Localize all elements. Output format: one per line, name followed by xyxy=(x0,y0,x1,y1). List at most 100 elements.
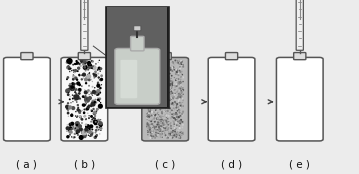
Point xyxy=(150,68,155,71)
Point xyxy=(161,72,167,75)
Point xyxy=(83,123,89,126)
Point xyxy=(146,113,151,115)
Point xyxy=(167,133,173,136)
Point xyxy=(162,123,168,126)
Point xyxy=(173,89,179,92)
Point xyxy=(145,131,151,134)
Point xyxy=(153,99,159,102)
Point xyxy=(155,104,160,107)
Point xyxy=(161,129,167,132)
Point xyxy=(163,86,169,89)
Point xyxy=(169,101,174,104)
Point xyxy=(177,136,182,139)
Point xyxy=(160,86,166,89)
Point xyxy=(162,132,168,135)
FancyBboxPatch shape xyxy=(142,57,188,141)
Point xyxy=(161,80,167,82)
Point xyxy=(170,136,176,139)
Point xyxy=(151,135,157,138)
Point xyxy=(74,101,80,103)
Point xyxy=(87,78,93,81)
Point xyxy=(158,128,164,131)
Point xyxy=(175,121,181,124)
Point xyxy=(172,68,177,71)
Point xyxy=(145,122,150,125)
Point xyxy=(155,95,160,98)
Point xyxy=(145,112,150,114)
Point xyxy=(166,69,172,72)
Point xyxy=(172,64,177,67)
Point xyxy=(93,62,99,65)
FancyBboxPatch shape xyxy=(294,53,306,60)
Point xyxy=(70,69,76,72)
Point xyxy=(180,134,185,137)
Point xyxy=(174,129,180,131)
Point xyxy=(154,117,160,120)
Point xyxy=(180,104,185,107)
Point xyxy=(180,123,186,126)
Point xyxy=(95,119,101,122)
Point xyxy=(148,60,154,62)
Point xyxy=(151,89,157,92)
Point xyxy=(175,120,181,123)
Point xyxy=(148,60,154,63)
Point xyxy=(150,124,156,126)
Point xyxy=(157,80,163,83)
Point xyxy=(74,131,80,134)
Point xyxy=(145,66,151,69)
Point xyxy=(180,133,186,135)
Point xyxy=(168,125,174,127)
Point xyxy=(79,59,85,62)
Point xyxy=(146,114,152,117)
Point xyxy=(172,113,178,116)
Point xyxy=(161,94,167,97)
Point xyxy=(154,60,159,63)
Point xyxy=(87,71,92,74)
Point xyxy=(169,109,175,112)
Point xyxy=(177,124,182,126)
Point xyxy=(150,70,156,73)
Point xyxy=(169,64,175,67)
Point xyxy=(149,76,154,78)
Point xyxy=(148,72,154,74)
Point xyxy=(157,84,163,86)
Point xyxy=(95,81,101,84)
Point xyxy=(157,76,163,79)
Point xyxy=(75,70,81,73)
Point xyxy=(150,101,156,104)
Point xyxy=(159,127,165,130)
Point xyxy=(179,100,185,103)
Point xyxy=(159,65,165,68)
Point xyxy=(155,99,161,102)
Point xyxy=(76,73,81,76)
Point xyxy=(166,105,172,108)
Point xyxy=(180,65,186,68)
Point xyxy=(164,77,170,80)
Point xyxy=(153,69,159,72)
Point xyxy=(158,118,163,121)
Point xyxy=(83,69,89,72)
Point xyxy=(172,130,178,133)
Point xyxy=(177,134,182,137)
Point xyxy=(173,112,179,114)
Point xyxy=(170,134,176,137)
Point xyxy=(173,69,179,72)
Point xyxy=(166,131,172,134)
Point xyxy=(97,87,103,90)
Point xyxy=(180,64,186,66)
Point xyxy=(84,76,90,78)
Point xyxy=(164,110,169,113)
Point xyxy=(167,83,173,85)
Point xyxy=(86,117,92,120)
Point xyxy=(174,112,180,114)
Point xyxy=(156,59,162,62)
Point xyxy=(167,72,172,75)
Point xyxy=(170,102,176,104)
Point xyxy=(83,102,88,104)
Point xyxy=(156,86,162,88)
Point xyxy=(153,125,159,128)
Point xyxy=(146,80,152,82)
Point xyxy=(166,72,172,75)
Point xyxy=(173,121,179,124)
Point xyxy=(153,92,159,94)
